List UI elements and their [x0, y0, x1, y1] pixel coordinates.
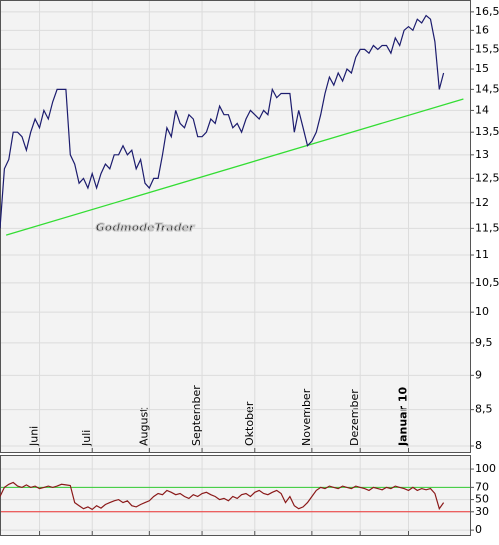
- x-tick-label: Dezember: [348, 389, 361, 446]
- x-tick-label: August: [137, 407, 150, 446]
- y-tick-label: 11,5: [475, 221, 499, 234]
- x-tick-label: Juli: [80, 430, 93, 447]
- y-tick-label: 14: [475, 103, 489, 116]
- y-tick-label: 11: [475, 248, 489, 261]
- y-tick-label: 8: [475, 439, 482, 452]
- y-tick-label: 15: [475, 62, 489, 75]
- x-tick-label: Januar 10: [397, 386, 410, 447]
- y-tick-label: 10,5: [475, 276, 499, 289]
- y-tick-label: 50: [475, 493, 489, 506]
- y-tick-label: 8,5: [475, 403, 493, 416]
- price-panel: [0, 0, 471, 453]
- y-tick-label: 10: [475, 305, 489, 318]
- watermark: GodmodeTrader: [96, 221, 195, 234]
- series-line: [0, 481, 445, 511]
- y-tick-label: 13,5: [475, 125, 499, 138]
- y-tick-label: 13: [475, 148, 489, 161]
- series-line: [0, 14, 445, 229]
- y-tick-label: 30: [475, 505, 489, 518]
- y-tick-label: 0: [475, 523, 482, 536]
- y-tick-label: 100: [475, 462, 496, 475]
- y-tick-label: 9,5: [475, 336, 493, 349]
- x-tick-label: September: [190, 385, 203, 446]
- y-tick-label: 14,5: [475, 82, 499, 95]
- y-tick-label: 15,5: [475, 42, 499, 55]
- y-tick-label: 16: [475, 23, 489, 36]
- trend-line: [5, 98, 464, 236]
- x-tick-label: November: [300, 388, 313, 446]
- y-tick-label: 9: [475, 368, 482, 381]
- x-tick-label: Juni: [28, 426, 41, 447]
- y-tick-label: 12: [475, 196, 489, 209]
- x-tick-label: Oktober: [243, 401, 256, 446]
- y-tick-label: 70: [475, 480, 489, 493]
- y-tick-label: 16,5: [475, 5, 499, 18]
- y-tick-label: 12,5: [475, 171, 499, 184]
- rsi-panel: [0, 455, 471, 536]
